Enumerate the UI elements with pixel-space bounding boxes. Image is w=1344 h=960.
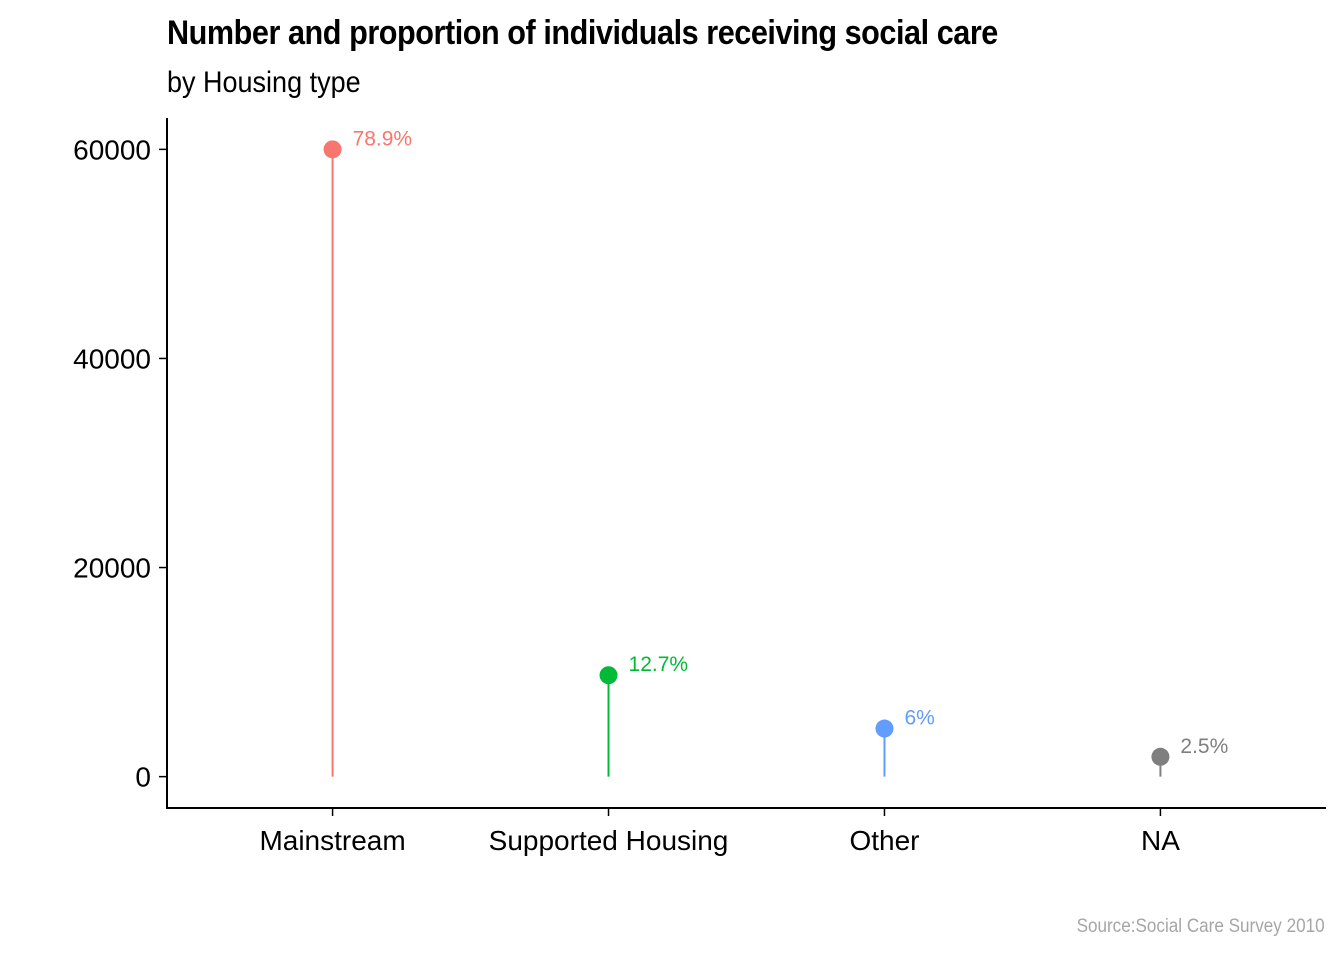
lollipop-point	[599, 666, 618, 685]
y-tick-label: 60000	[73, 134, 151, 165]
x-tick-label: Mainstream	[259, 825, 405, 856]
lollipop-point	[323, 140, 342, 159]
lollipop-point	[1151, 747, 1170, 766]
y-tick-label: 0	[135, 762, 151, 793]
chart-marks: 78.9% 12.7% 6% 2.5%	[323, 127, 1228, 777]
data-label: 78.9%	[353, 127, 413, 150]
x-tick-label: Supported Housing	[489, 825, 729, 856]
chart-title: Number and proportion of individuals rec…	[167, 14, 998, 52]
data-label: 6%	[904, 707, 934, 730]
axes: 0 20000 40000 60000 Mainstream Supported Hous…	[73, 118, 1326, 856]
data-label: 12.7%	[629, 653, 689, 676]
data-label: 2.5%	[1180, 735, 1228, 758]
x-tick-label: NA	[1141, 825, 1180, 856]
chart-caption: Source:Social Care Survey 2010	[1076, 916, 1325, 937]
chart-subtitle: by Housing type	[167, 66, 361, 99]
x-tick-label: Other	[849, 825, 919, 856]
y-tick-label: 20000	[73, 553, 151, 584]
lollipop-point	[875, 719, 894, 738]
y-tick-label: 40000	[73, 343, 151, 374]
